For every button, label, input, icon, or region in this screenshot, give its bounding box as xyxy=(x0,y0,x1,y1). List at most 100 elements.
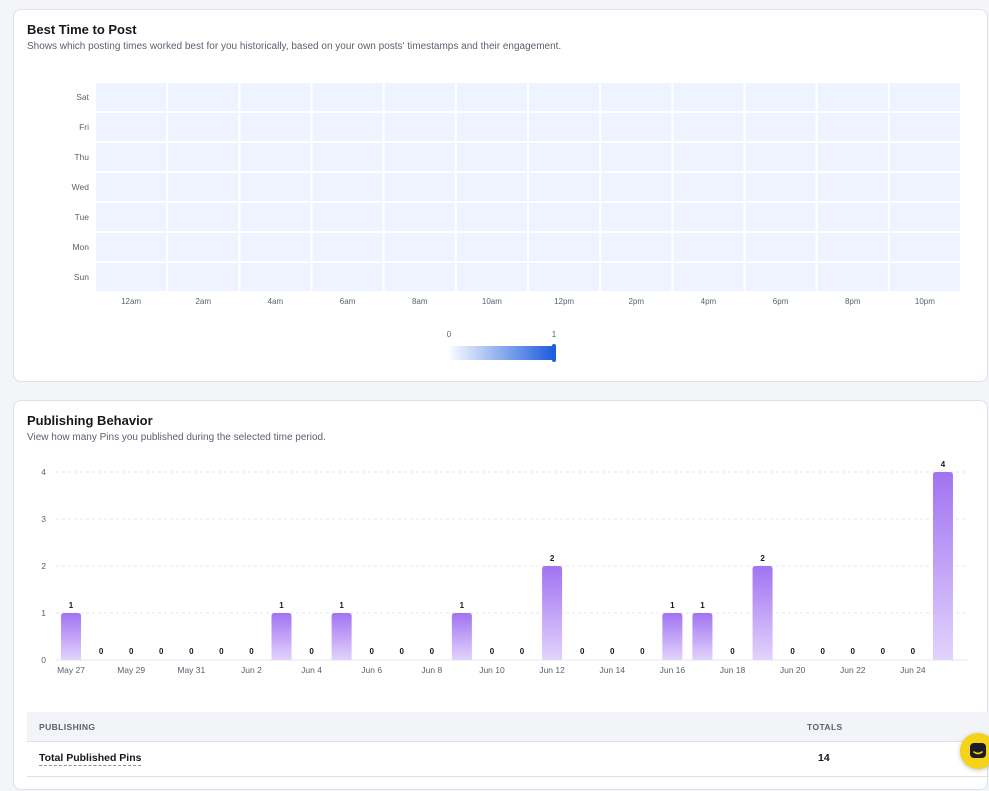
bar[interactable] xyxy=(932,472,953,660)
heatmap-cell xyxy=(529,113,600,141)
x-tick-label: Jun 10 xyxy=(479,665,505,675)
bar-value-label: 0 xyxy=(400,647,405,656)
heatmap-hour-label: 8am xyxy=(412,297,428,306)
heatmap-hour-label: 8pm xyxy=(845,297,861,306)
bar-value-label: 1 xyxy=(670,601,675,610)
bar-value-label: 0 xyxy=(189,647,194,656)
heatmap-cell xyxy=(889,173,960,201)
heatmap-cell xyxy=(817,173,888,201)
heatmap-cell xyxy=(384,263,455,291)
heatmap-cell xyxy=(817,203,888,231)
heatmap-cell xyxy=(312,143,383,171)
bar-value-label: 1 xyxy=(460,601,465,610)
heatmap-day-label: Sat xyxy=(76,92,89,102)
table-row: Total Published Pins 14 xyxy=(27,742,989,777)
heatmap-cell xyxy=(96,143,167,171)
bar[interactable] xyxy=(542,566,563,660)
heatmap-cell xyxy=(456,113,527,141)
bar-value-label: 2 xyxy=(550,554,555,563)
heatmap-cell xyxy=(384,83,455,111)
heatmap-cell xyxy=(168,263,239,291)
publishing-table-header: PUBLISHING TOTALS xyxy=(27,712,989,742)
heatmap-cell xyxy=(601,173,672,201)
heatmap-cell xyxy=(673,173,744,201)
bar-value-label: 0 xyxy=(219,647,224,656)
heatmap-cell xyxy=(817,83,888,111)
heatmap-cell xyxy=(601,83,672,111)
chat-icon xyxy=(970,743,986,758)
bar-value-label: 0 xyxy=(790,647,795,656)
heatmap-cell xyxy=(745,263,816,291)
heatmap-day-label: Tue xyxy=(75,212,90,222)
heatmap-cell xyxy=(96,113,167,141)
chat-launcher-button[interactable] xyxy=(960,733,989,769)
heatmap-cell xyxy=(745,203,816,231)
heatmap-day-label: Sun xyxy=(74,272,89,282)
y-tick-label: 4 xyxy=(41,467,46,477)
heatmap-cell xyxy=(817,263,888,291)
heatmap-cell xyxy=(312,233,383,261)
heatmap-cell xyxy=(889,203,960,231)
x-tick-label: Jun 14 xyxy=(599,665,625,675)
bar-value-label: 0 xyxy=(610,647,615,656)
best-time-subtitle: Shows which posting times worked best fo… xyxy=(27,41,562,52)
heatmap-cell xyxy=(889,233,960,261)
heatmap-day-label: Thu xyxy=(74,152,89,162)
heatmap-cell xyxy=(673,143,744,171)
bar[interactable] xyxy=(451,613,472,660)
bar[interactable] xyxy=(662,613,683,660)
heatmap-hour-label: 12pm xyxy=(554,297,574,306)
bar-value-label: 0 xyxy=(820,647,825,656)
heatmap-hour-label: 10pm xyxy=(915,297,935,306)
bar-value-label: 0 xyxy=(309,647,314,656)
publishing-behavior-card: Publishing Behavior View how many Pins y… xyxy=(13,400,989,790)
bar[interactable] xyxy=(752,566,773,660)
bar[interactable] xyxy=(61,613,82,660)
publishing-subtitle: View how many Pins you published during … xyxy=(27,432,326,443)
heatmap-cell xyxy=(384,173,455,201)
heatmap-cell xyxy=(601,203,672,231)
heatmap-cell xyxy=(96,203,167,231)
x-tick-label: Jun 18 xyxy=(720,665,746,675)
heatmap-cell xyxy=(240,83,311,111)
x-tick-label: Jun 16 xyxy=(660,665,686,675)
heatmap-cell xyxy=(240,113,311,141)
heatmap-cell xyxy=(673,113,744,141)
x-tick-label: Jun 12 xyxy=(539,665,565,675)
heatmap-cell xyxy=(456,143,527,171)
x-tick-label: Jun 20 xyxy=(780,665,806,675)
heatmap-hour-label: 6am xyxy=(340,297,356,306)
bar[interactable] xyxy=(331,613,352,660)
bar-value-label: 0 xyxy=(369,647,374,656)
bar-value-label: 0 xyxy=(430,647,435,656)
x-tick-label: Jun 8 xyxy=(421,665,442,675)
heatmap-cell xyxy=(240,263,311,291)
color-scale-handle[interactable] xyxy=(552,344,556,362)
heatmap-cell xyxy=(673,83,744,111)
bar-value-label: 0 xyxy=(911,647,916,656)
heatmap-cell xyxy=(96,83,167,111)
column-header-publishing: PUBLISHING xyxy=(39,722,96,732)
heatmap-cell xyxy=(96,233,167,261)
publishing-title: Publishing Behavior xyxy=(27,413,153,428)
best-time-heatmap: Sat Fri Thu Wed Tue Mon Sun 12am 2am 4am 6am 8am 10a… xyxy=(72,83,960,362)
heatmap-cell xyxy=(745,113,816,141)
bar[interactable] xyxy=(692,613,713,660)
heatmap-cell xyxy=(456,83,527,111)
heatmap-cell xyxy=(168,143,239,171)
bar[interactable] xyxy=(271,613,292,660)
heatmap-day-label: Mon xyxy=(72,242,89,252)
heatmap-cell xyxy=(529,83,600,111)
heatmap-cell xyxy=(456,263,527,291)
heatmap-cell xyxy=(817,233,888,261)
heatmap-cell xyxy=(601,143,672,171)
heatmap-cell xyxy=(168,113,239,141)
bar-value-label: 4 xyxy=(941,460,946,469)
bar-value-label: 0 xyxy=(640,647,645,656)
total-published-pins-label[interactable]: Total Published Pins xyxy=(39,752,142,766)
best-time-title: Best Time to Post xyxy=(27,22,137,37)
color-scale-bar xyxy=(447,346,553,360)
x-tick-label: Jun 22 xyxy=(840,665,866,675)
total-published-pins-value: 14 xyxy=(818,752,830,764)
heatmap-cell xyxy=(240,173,311,201)
